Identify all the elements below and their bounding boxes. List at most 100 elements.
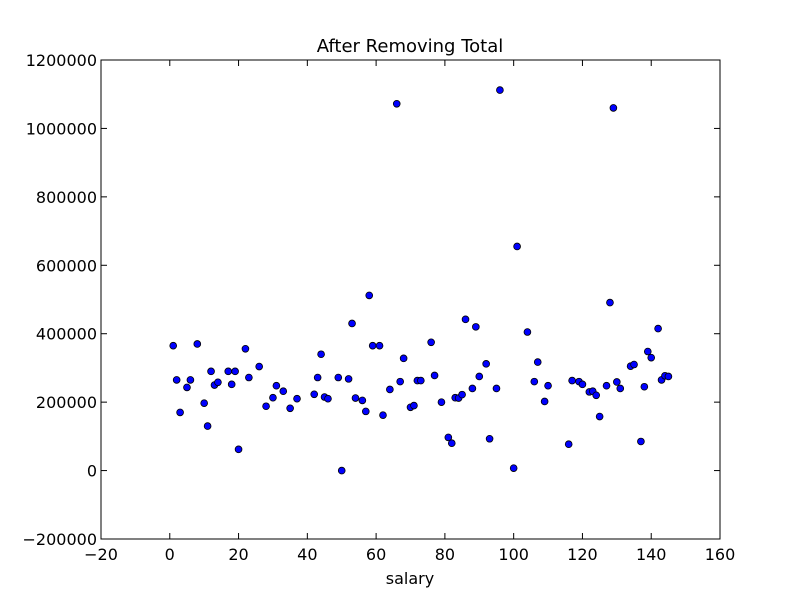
data-point (609, 104, 618, 112)
x-tick-label: 100 (498, 545, 529, 564)
data-point (279, 387, 288, 395)
data-point (447, 439, 456, 448)
data-point (348, 319, 356, 328)
data-point (245, 373, 253, 382)
data-point (293, 394, 301, 403)
data-point (564, 440, 573, 449)
data-point (513, 242, 521, 251)
data-point (496, 86, 504, 94)
y-tick-label: 0 (87, 462, 97, 481)
data-point (540, 397, 549, 406)
data-point (344, 375, 353, 383)
data-point (241, 344, 250, 353)
data-point (468, 384, 477, 393)
data-point (310, 390, 319, 399)
data-point (214, 378, 222, 387)
data-point (461, 315, 470, 324)
x-tick-label: 40 (297, 545, 317, 564)
x-tick-label: 0 (165, 545, 175, 564)
data-point (361, 407, 370, 416)
data-point (399, 354, 408, 363)
data-point (365, 291, 374, 300)
data-point (183, 383, 191, 392)
data-point (200, 399, 208, 407)
data-point (602, 381, 611, 390)
data-point (186, 376, 195, 384)
data-point (458, 390, 466, 399)
data-point (430, 371, 439, 380)
data-point (482, 360, 490, 368)
data-point (417, 376, 425, 385)
data-point (444, 433, 453, 442)
data-point (544, 381, 552, 390)
chart-title: After Removing Total (317, 36, 504, 57)
y-tick-label: 1000000 (26, 119, 97, 138)
y-tick-label: 800000 (36, 188, 97, 207)
data-point (231, 367, 239, 376)
data-point (647, 353, 656, 362)
data-point (475, 372, 484, 381)
data-point (592, 391, 600, 400)
data-point (578, 380, 587, 389)
data-point (358, 396, 367, 405)
x-tick-label: 140 (636, 545, 667, 564)
data-point (386, 385, 394, 394)
data-point (640, 382, 649, 391)
x-tick-label: 160 (705, 545, 736, 564)
data-point (472, 323, 480, 331)
data-point (637, 437, 645, 446)
data-point (595, 412, 604, 421)
data-point (509, 464, 518, 472)
data-point (664, 372, 673, 381)
data-point (172, 376, 181, 384)
data-point (375, 341, 384, 350)
data-point (313, 373, 322, 382)
data-point (613, 378, 621, 386)
axis-ticks: −20 0 20 40 60 80 100 120 140 160 −200000 0 200000 40… (23, 51, 736, 564)
data-point (272, 381, 281, 390)
data-point (630, 360, 638, 369)
x-axis-label: salary (386, 569, 434, 588)
x-tick-label: 60 (366, 545, 386, 564)
data-point (396, 377, 404, 386)
y-tick-label: 400000 (36, 325, 97, 344)
y-tick-label: 1200000 (26, 51, 97, 70)
data-point (269, 393, 277, 402)
data-point (485, 434, 494, 443)
data-point (606, 298, 614, 307)
data-point (227, 380, 236, 389)
data-point (427, 338, 435, 347)
data-point (176, 408, 184, 417)
data-point (234, 445, 243, 454)
data-point (351, 394, 360, 402)
data-point (337, 466, 346, 475)
data-point (193, 340, 202, 348)
data-point (368, 341, 377, 350)
data-point (533, 358, 542, 366)
y-tick-label: −200000 (23, 530, 97, 549)
y-tick-label: 200000 (36, 393, 97, 412)
x-tick-label: 120 (567, 545, 598, 564)
data-point (334, 373, 343, 382)
data-point (392, 99, 401, 108)
x-tick-label: −20 (84, 545, 118, 564)
data-point (437, 398, 446, 406)
data-point (317, 350, 325, 359)
data-point (262, 402, 270, 411)
data-point (255, 362, 263, 371)
y-tick-label: 600000 (36, 256, 97, 275)
data-point (616, 384, 625, 393)
x-tick-label: 20 (228, 545, 248, 564)
data-point (207, 367, 215, 376)
data-point (286, 404, 294, 413)
data-point (324, 394, 332, 403)
data-point (169, 341, 178, 350)
x-tick-label: 80 (435, 545, 455, 564)
data-point (643, 347, 652, 356)
plot-frame (100, 59, 721, 540)
data-point (224, 367, 233, 376)
data-point (410, 401, 418, 410)
data-point (530, 377, 539, 386)
